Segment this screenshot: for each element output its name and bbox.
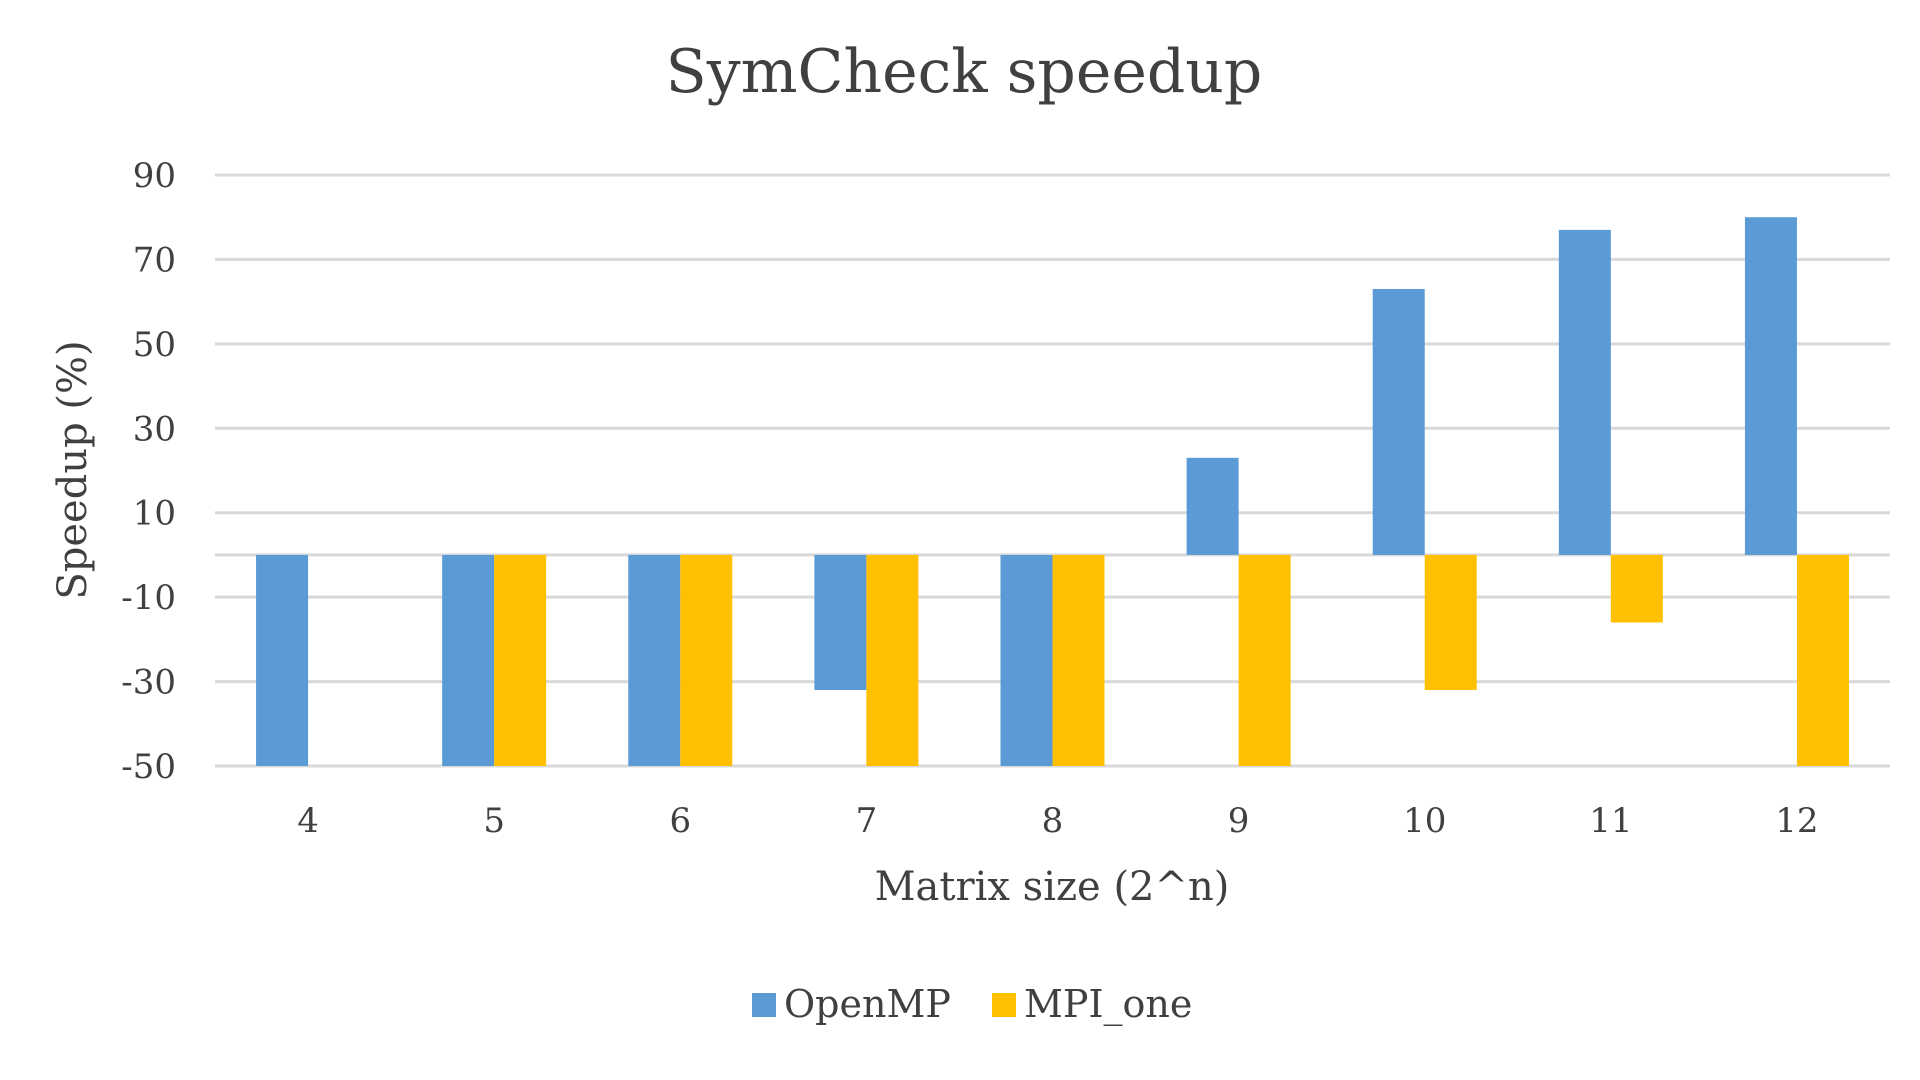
bar-mpi-one-7 bbox=[866, 554, 919, 766]
bar-mpi-one-5 bbox=[494, 554, 547, 766]
x-tick-label: 8 bbox=[1042, 801, 1064, 841]
x-tick-label: 5 bbox=[483, 801, 505, 841]
bar-openmp-10 bbox=[1372, 288, 1425, 555]
legend-label: OpenMP bbox=[784, 982, 951, 1026]
y-tick-label: 90 bbox=[133, 156, 176, 196]
x-tick-label: 9 bbox=[1228, 801, 1250, 841]
y-tick-label: -10 bbox=[121, 578, 176, 618]
legend-swatch-mpi-one bbox=[992, 993, 1016, 1017]
y-tick-label: -30 bbox=[121, 663, 176, 703]
x-tick-label: 6 bbox=[669, 801, 691, 841]
bar-openmp-7 bbox=[814, 554, 867, 691]
x-axis-ticks: 4 5 6 7 8 9 10 11 12 bbox=[297, 801, 1818, 841]
y-axis-ticks: 90 70 50 30 10 -10 -30 -50 bbox=[121, 156, 176, 787]
x-tick-label: 4 bbox=[297, 801, 319, 841]
bar-mpi-one-12 bbox=[1796, 554, 1849, 766]
legend-label: MPI_one bbox=[1024, 982, 1192, 1027]
bar-mpi-one-9 bbox=[1238, 554, 1291, 766]
x-tick-label: 10 bbox=[1403, 801, 1446, 841]
bar-openmp-4 bbox=[256, 554, 309, 766]
y-tick-label: -50 bbox=[121, 747, 176, 787]
y-tick-label: 50 bbox=[133, 325, 176, 365]
bar-mpi-one-8 bbox=[1052, 554, 1105, 766]
bars bbox=[256, 217, 1849, 766]
y-tick-label: 70 bbox=[133, 240, 176, 280]
chart-title: SymCheck speedup bbox=[666, 37, 1263, 107]
bar-openmp-5 bbox=[442, 554, 495, 766]
legend: OpenMP MPI_one bbox=[752, 982, 1192, 1027]
legend-swatch-openmp bbox=[752, 993, 776, 1017]
y-axis-label: Speedup (%) bbox=[50, 340, 96, 599]
bar-mpi-one-10 bbox=[1424, 554, 1477, 691]
y-tick-label: 10 bbox=[133, 494, 176, 534]
x-tick-label: 12 bbox=[1775, 801, 1818, 841]
x-tick-label: 11 bbox=[1589, 801, 1632, 841]
bar-openmp-8 bbox=[1000, 554, 1053, 766]
x-tick-label: 7 bbox=[856, 801, 878, 841]
bar-openmp-9 bbox=[1186, 457, 1239, 555]
bar-mpi-one-6 bbox=[680, 554, 733, 766]
bar-openmp-11 bbox=[1558, 229, 1611, 555]
bar-mpi-one-11 bbox=[1610, 554, 1663, 623]
bar-openmp-6 bbox=[628, 554, 681, 766]
y-tick-label: 30 bbox=[133, 409, 176, 449]
x-axis-label: Matrix size (2^n) bbox=[875, 864, 1230, 910]
bar-openmp-12 bbox=[1744, 217, 1797, 555]
